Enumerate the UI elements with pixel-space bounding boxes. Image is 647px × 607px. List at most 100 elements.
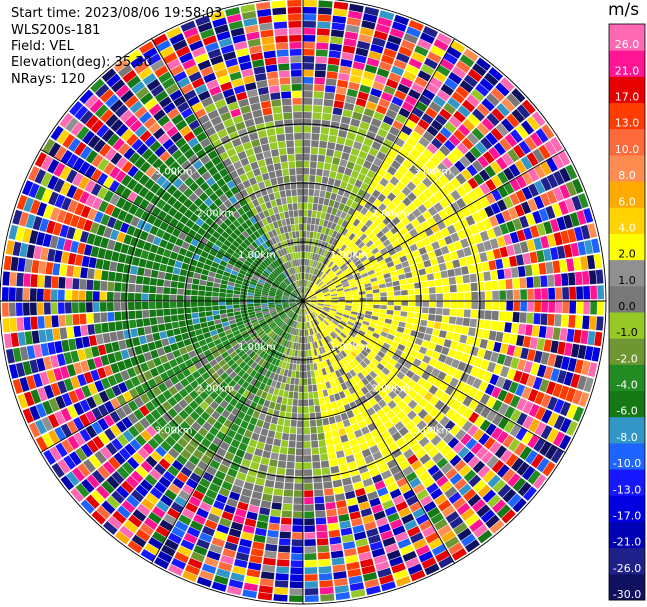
velocity-gate [298,343,301,350]
velocity-gate [558,200,569,215]
velocity-gate [499,301,506,311]
velocity-gate [359,326,367,333]
velocity-gate [171,274,180,282]
velocity-gate [489,441,502,455]
velocity-gate [325,243,332,251]
velocity-gate [371,37,386,48]
velocity-gate [364,201,373,210]
velocity-gate [326,148,335,157]
velocity-gate [439,58,455,71]
velocity-gate [445,261,454,270]
velocity-gate [511,108,525,124]
velocity-gate [492,399,503,412]
velocity-gate [333,150,342,159]
velocity-gate [397,212,406,221]
velocity-gate [330,290,337,294]
velocity-gate [360,255,368,263]
velocity-gate [303,146,311,154]
velocity-gate [481,117,495,131]
velocity-gate [304,567,318,574]
velocity-gate [259,578,274,587]
velocity-gate [534,406,546,421]
velocity-gate [279,446,288,455]
velocity-gate [295,455,303,462]
velocity-gate [430,435,442,446]
velocity-gate [330,293,338,297]
velocity-gate [428,407,439,418]
velocity-gate [255,174,264,183]
velocity-gate [506,113,520,128]
velocity-gate [479,182,491,195]
velocity-gate [425,266,433,274]
velocity-gate [191,307,199,313]
velocity-gate [422,177,433,188]
velocity-gate [342,145,352,154]
velocity-gate [532,148,545,163]
velocity-gate [548,287,555,300]
velocity-gate [327,283,335,288]
velocity-gate [294,385,299,392]
velocity-gate [338,368,345,376]
velocity-gate [349,369,357,378]
velocity-gate [336,500,347,509]
velocity-gate [332,318,340,324]
velocity-gate [319,579,333,588]
velocity-gate [323,307,330,311]
velocity-gate [486,228,496,240]
velocity-gate [483,271,491,281]
velocity-gate [316,383,322,391]
velocity-gate [503,233,513,246]
velocity-gate [337,217,344,226]
velocity-gate [384,256,393,264]
velocity-gate [393,170,404,181]
velocity-gate [373,328,382,335]
velocity-gate [330,308,337,312]
velocity-gate [292,363,297,371]
velocity-gate [257,181,266,190]
velocity-gate [320,241,326,249]
velocity-gate [399,442,410,454]
velocity-gate [336,259,343,266]
velocity-gate [336,344,343,352]
velocity-gate [407,192,417,202]
velocity-gate [320,126,330,135]
velocity-gate [383,155,394,166]
velocity-gate [308,313,313,321]
velocity-gate [313,398,320,406]
velocity-gate [540,177,552,192]
velocity-gate [490,202,501,215]
velocity-gate [438,330,447,339]
velocity-gate [552,260,561,274]
velocity-gate [393,59,407,70]
velocity-gate [365,210,373,219]
velocity-gate [421,113,434,125]
velocity-gate [303,133,311,140]
velocity-gate [345,298,352,301]
velocity-gate [54,250,63,263]
velocity-gate [362,13,378,23]
velocity-gate [326,221,333,229]
velocity-gate [371,281,379,286]
velocity-gate [336,421,345,430]
velocity-gate [402,431,414,442]
velocity-gate [447,268,455,278]
velocity-gate [337,306,345,310]
velocity-gate [240,294,247,299]
velocity-gate [383,272,391,279]
velocity-gate [481,329,490,340]
velocity-gate [380,292,387,297]
velocity-gate [303,98,313,105]
velocity-gate [191,289,199,296]
velocity-gate [345,363,353,372]
velocity-gate [113,292,121,301]
velocity-gate [377,440,387,451]
velocity-gate [219,309,227,315]
velocity-gate [356,40,371,50]
velocity-gate [205,291,212,297]
velocity-gate [130,265,138,275]
velocity-gate [95,334,104,345]
velocity-gate [315,261,320,269]
velocity-gate [348,233,356,241]
velocity-gate [506,344,516,356]
velocity-gate [418,94,432,107]
